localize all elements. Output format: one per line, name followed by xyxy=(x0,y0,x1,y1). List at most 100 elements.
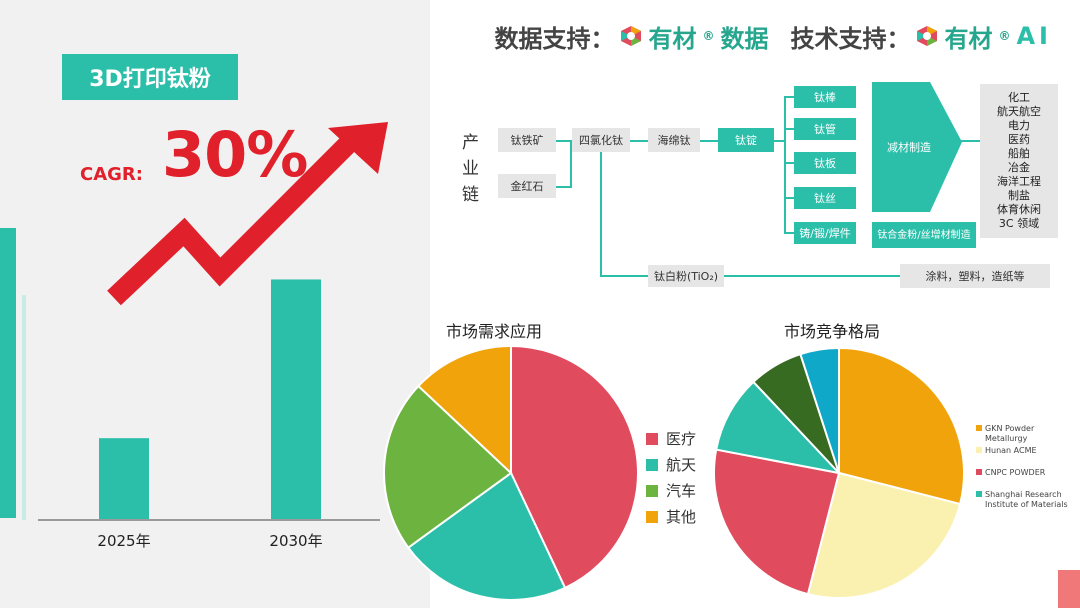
legend-swatch xyxy=(976,469,982,475)
node-taibang: 钛棒 xyxy=(794,86,856,108)
pie-chart-demand xyxy=(383,344,639,601)
legend-label: 其他 xyxy=(666,508,697,526)
growth-arrow-icon xyxy=(107,122,388,306)
pie2-legend-item: Shanghai Research Institute of Materials xyxy=(976,490,1076,510)
node-zhuduan: 铸/锻/焊件 xyxy=(794,222,856,244)
node-taisi: 钛丝 xyxy=(794,187,856,209)
node-jinhongshi: 金红石 xyxy=(498,174,556,198)
pie2-slice-6 xyxy=(799,346,840,474)
node-siluhuatai: 四氯化钛 xyxy=(572,128,630,152)
brand-ai-name: 有材 xyxy=(944,24,993,53)
pie1-slice-1 xyxy=(510,344,639,590)
pie1-legend-item: 其他 xyxy=(646,506,696,527)
node-taiding: 钛锭 xyxy=(718,128,774,152)
connector xyxy=(556,186,572,188)
connector xyxy=(784,197,794,199)
connector xyxy=(784,232,794,234)
application-item: 体育休闲 xyxy=(997,203,1041,216)
pie1-slice-2 xyxy=(406,471,567,601)
legend-swatch xyxy=(976,447,982,453)
pie2-legend-item: Hunan ACME xyxy=(976,446,1076,456)
legend-swatch xyxy=(646,484,658,497)
connector xyxy=(698,140,718,142)
pie1-legend-item: 航天 xyxy=(646,454,696,475)
bar-chart: 2025年 2030年 xyxy=(97,279,323,550)
pie1-slice-4 xyxy=(417,344,512,476)
pie2-slice-2 xyxy=(806,471,962,599)
chain-label: 产业链 xyxy=(462,133,479,205)
brand-data-suffix: 数据 xyxy=(720,24,769,53)
legend-label: 航天 xyxy=(666,456,697,474)
application-item: 电力 xyxy=(1008,119,1030,132)
pie2-slice-1 xyxy=(838,346,965,506)
legend-label: Hunan ACME xyxy=(985,446,1037,455)
node-jiancai: 减材制造 xyxy=(887,141,931,154)
application-item: 制盐 xyxy=(1008,189,1030,202)
pie1-slice-3 xyxy=(383,384,513,550)
applications-box: 化工 航天航空 电力 医药 船舶 冶金 海洋工程 制盐 体育休闲 3C 领域 xyxy=(980,84,1058,238)
corner-accent xyxy=(1058,570,1080,608)
node-tuliao: 涂料，塑料，造纸等 xyxy=(900,264,1050,288)
connector xyxy=(784,96,786,234)
pie1-title: 市场需求应用 xyxy=(446,322,543,341)
bar-category-label: 2030年 xyxy=(269,532,322,550)
pie2-legend-item: CNPC POWDER xyxy=(976,468,1076,478)
brand-data-name: 有材 xyxy=(648,24,697,53)
connector xyxy=(784,128,794,130)
pie2-title: 市场竞争格局 xyxy=(784,322,881,341)
connector xyxy=(774,140,786,142)
header: 数据支持： 有材 ® 数据 技术支持： 有材 ® AI xyxy=(494,16,1052,56)
pie1-legend-item: 汽车 xyxy=(646,480,696,501)
node-taiban: 钛板 xyxy=(794,152,856,174)
bar-category-label: 2025年 xyxy=(97,532,150,550)
cagr-value: 30% xyxy=(162,118,308,191)
application-item: 化工 xyxy=(1008,91,1030,104)
tech-support-label: 技术支持： xyxy=(790,24,911,53)
connector xyxy=(630,140,648,142)
application-item: 3C 领域 xyxy=(998,217,1040,230)
connector xyxy=(600,140,602,276)
cagr-label: CAGR: xyxy=(80,164,143,185)
connector xyxy=(570,140,572,186)
node-taihejin: 钛合金粉/丝增材制造 xyxy=(872,222,976,248)
legend-swatch xyxy=(646,510,658,523)
connector xyxy=(784,96,794,98)
node-haimiantai: 海绵钛 xyxy=(648,128,700,152)
legend-label: GKN Powder Metallurgy xyxy=(985,424,1035,443)
application-item: 医药 xyxy=(1008,133,1030,146)
pie2-slice-4 xyxy=(715,380,842,475)
brand-ai-suffix: AI xyxy=(1016,22,1052,50)
brand-ai-logo-icon xyxy=(917,26,938,46)
bar-axis-line xyxy=(38,519,380,521)
application-item: 航天航空 xyxy=(997,105,1041,118)
node-taiguan: 钛管 xyxy=(794,118,856,140)
jiancai-arrow-shape xyxy=(872,82,962,212)
application-item: 船舶 xyxy=(1008,147,1030,160)
node-taibaifen: 钛白粉(TiO₂) xyxy=(648,265,724,287)
legend-swatch xyxy=(646,432,658,445)
legend-label: Shanghai Research Institute of Materials xyxy=(985,490,1068,509)
pie1-legend-item: 医疗 xyxy=(646,428,696,449)
application-item: 冶金 xyxy=(1008,161,1030,174)
registered-mark-ai: ® xyxy=(998,29,1011,43)
accent-bar xyxy=(0,228,16,518)
pie2-slice-3 xyxy=(713,448,841,596)
connector xyxy=(784,162,794,164)
bar-1 xyxy=(99,438,149,520)
left-panel xyxy=(0,0,430,608)
bar-2 xyxy=(271,279,321,520)
legend-label: 医疗 xyxy=(666,430,697,448)
pie2-legend-item: GKN Powder Metallurgy xyxy=(976,424,1076,444)
registered-mark: ® xyxy=(702,29,715,43)
legend-label: CNPC POWDER xyxy=(985,468,1046,477)
legend-swatch xyxy=(976,425,982,431)
application-item: 海洋工程 xyxy=(997,175,1041,188)
legend-swatch xyxy=(976,491,982,497)
data-support-label: 数据支持： xyxy=(494,24,615,53)
legend-swatch xyxy=(646,458,658,471)
legend-label: 汽车 xyxy=(666,482,697,500)
connector xyxy=(960,140,980,142)
node-taitiekuang: 钛铁矿 xyxy=(498,128,556,152)
accent-bar-thin xyxy=(22,295,26,520)
connector xyxy=(600,275,648,277)
